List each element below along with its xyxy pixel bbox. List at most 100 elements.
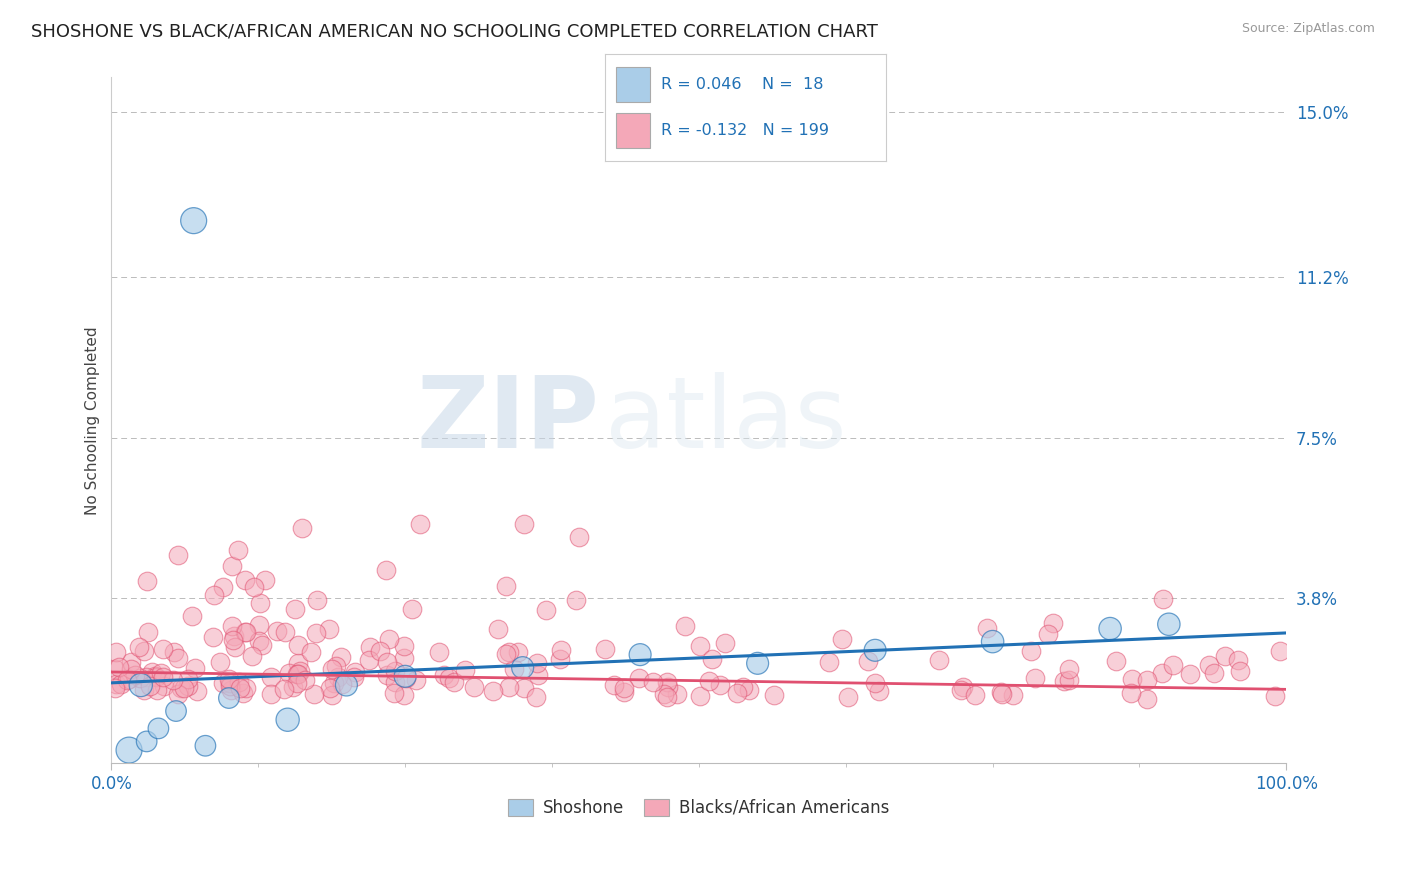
Point [697,674,720,689]
Point [652,687,675,701]
Point [104,681,127,695]
Point [325,658,347,673]
Point [110,676,132,690]
Point [689,640,711,654]
Point [153,679,176,693]
Point [177,679,200,693]
Point [1019,644,1042,658]
Point [104,677,127,691]
Point [260,686,283,700]
Point [1213,648,1236,663]
Point [1121,686,1143,700]
Point [202,630,225,644]
Bar [616,68,650,102]
Point [277,665,299,680]
Point [603,678,626,692]
Point [343,665,366,679]
Point [747,657,769,671]
Point [689,690,711,704]
Point [503,662,526,676]
Point [1099,622,1122,636]
Point [655,675,678,690]
Point [233,573,256,587]
Point [240,648,263,663]
Point [108,660,131,674]
Point [738,683,761,698]
Point [162,673,184,688]
Point [392,650,415,665]
Point [395,671,418,685]
Point [226,543,249,558]
Point [869,683,891,698]
Point [305,626,328,640]
Point [498,645,520,659]
Point [486,622,509,636]
Point [219,682,242,697]
Point [1229,665,1251,679]
Point [952,681,974,695]
Point [1198,658,1220,673]
Point [228,675,250,690]
Point [512,660,534,674]
Point [104,662,127,676]
Point [405,673,427,687]
Point [963,689,986,703]
Point [202,588,225,602]
Point [394,669,416,683]
Point [285,676,308,690]
Point [117,673,139,688]
Point [482,684,505,698]
Point [463,680,485,694]
Point [725,685,748,699]
Point [1157,617,1180,632]
Point [498,680,520,694]
Y-axis label: No Schooling Completed: No Schooling Completed [86,326,100,515]
Point [359,640,381,654]
Point [302,686,325,700]
Point [307,593,329,607]
Point [506,645,529,659]
Point [1136,673,1159,687]
Point [134,644,156,658]
Point [281,680,304,694]
Point [981,634,1004,648]
Point [163,645,186,659]
Point [335,678,357,692]
Point [288,664,311,678]
Point [118,743,141,757]
Point [375,563,398,577]
Point [359,653,381,667]
Point [167,651,190,665]
Point [343,670,366,684]
Point [321,688,343,702]
Point [564,592,586,607]
Point [128,640,150,655]
Point [152,642,174,657]
Point [221,558,243,573]
Point [550,642,572,657]
Point [145,683,167,698]
Point [1024,671,1046,685]
Point [135,670,157,684]
Point [148,722,170,736]
Point [233,624,256,639]
Point [177,672,200,686]
Point [319,681,342,695]
Point [831,632,853,646]
Point [731,680,754,694]
Point [181,608,204,623]
Point [260,670,283,684]
Point [1105,654,1128,668]
Point [443,675,465,690]
Point [714,636,737,650]
Point [129,678,152,692]
Text: ZIP: ZIP [416,372,599,469]
Text: Source: ZipAtlas.com: Source: ZipAtlas.com [1241,22,1375,36]
Point [232,686,254,700]
Text: R = -0.132   N = 199: R = -0.132 N = 199 [661,123,828,138]
Point [378,632,401,646]
Point [454,663,477,677]
Point [433,668,456,682]
Point [184,660,207,674]
Point [253,574,276,588]
